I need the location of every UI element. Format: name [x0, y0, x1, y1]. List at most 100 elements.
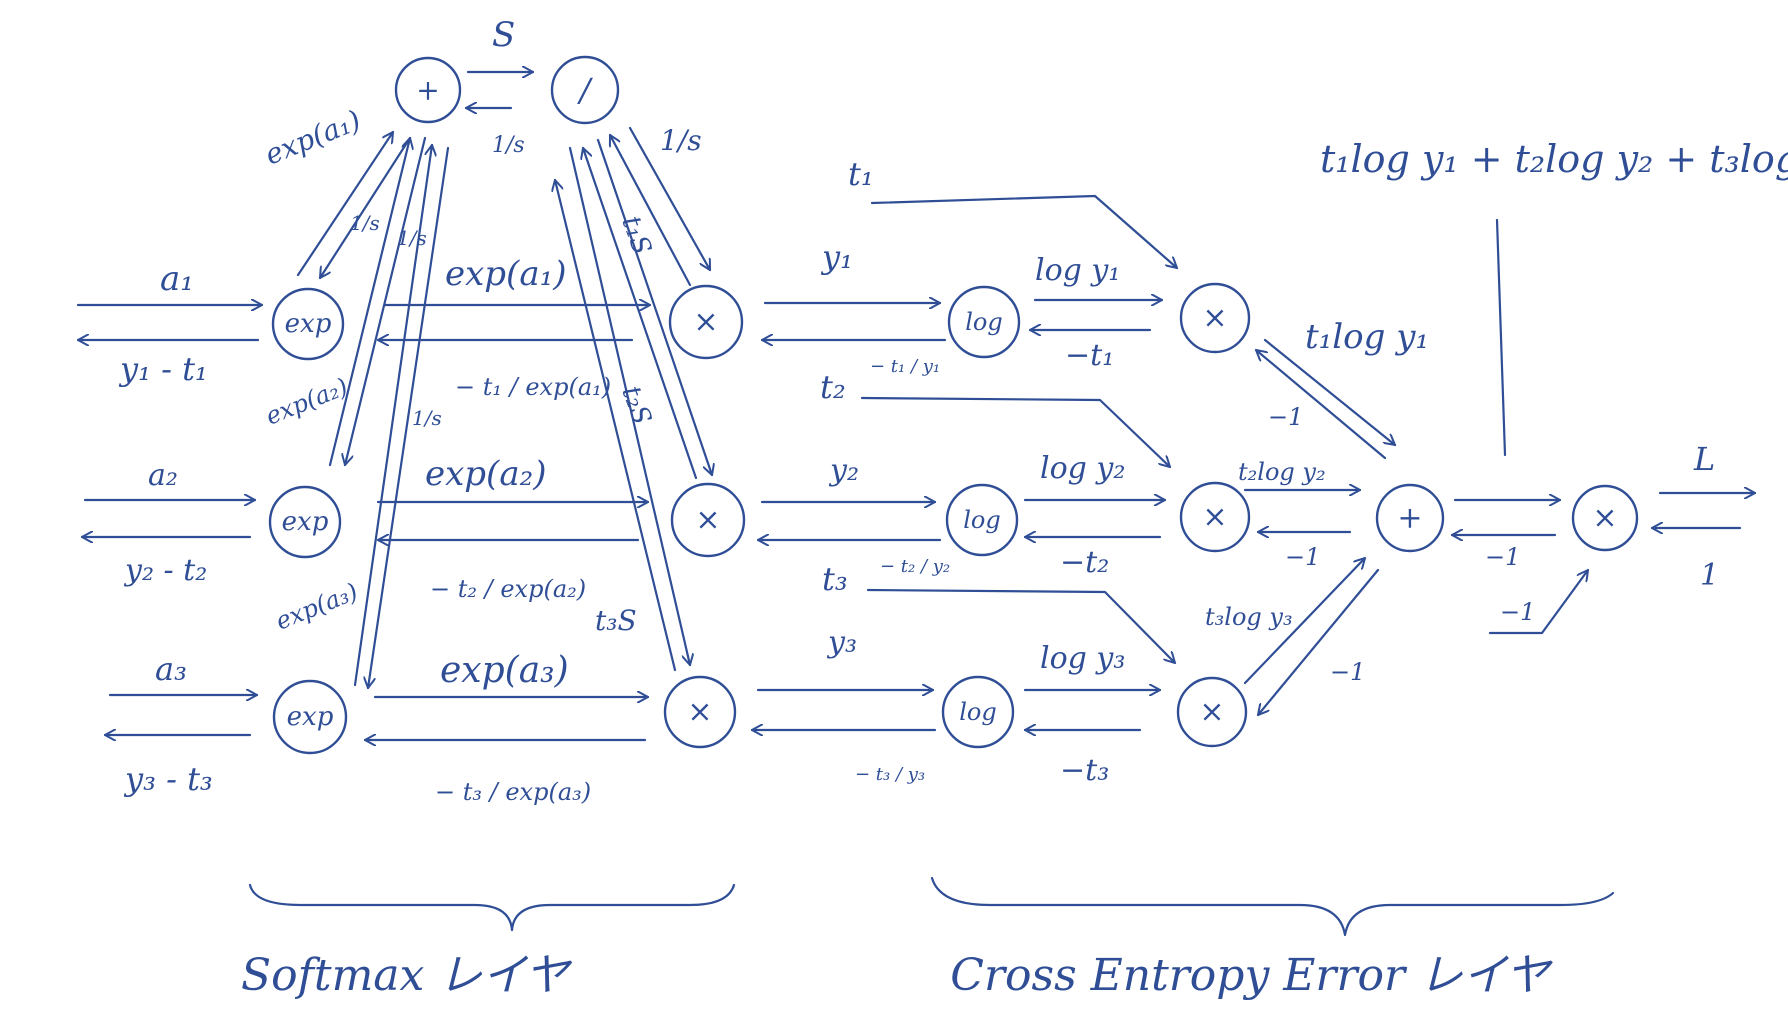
- label-sum-expr: t₁log y₁ + t₂log y₂ + t₃log y₃: [1320, 137, 1788, 181]
- label-inv-s-2: 1/s: [397, 226, 427, 250]
- svg-text:exp: exp: [287, 702, 334, 732]
- label-exp-a2: exp(a₂): [425, 454, 547, 494]
- label-neg1-d: −1: [1485, 543, 1520, 571]
- label-L: L: [1693, 440, 1715, 478]
- edge-plus-back-exp1: [320, 136, 412, 278]
- label-y1-t1: y₁ - t₁: [118, 350, 208, 388]
- svg-text:×: ×: [693, 305, 718, 340]
- brace-cross-entropy: [930, 876, 1615, 937]
- label-S: S: [492, 15, 515, 55]
- edge-exp1-up: [296, 132, 393, 277]
- svg-text:×: ×: [687, 695, 712, 730]
- label-t1: t₁: [848, 155, 874, 193]
- svg-text:log: log: [965, 308, 1003, 336]
- label-neg1-b: −1: [1285, 543, 1320, 571]
- edge-mul3-back-div: [555, 180, 677, 672]
- edge-sum-back-mulce1: [1256, 350, 1387, 460]
- edge-div-to-mul3: [568, 146, 690, 665]
- svg-text:×: ×: [1199, 695, 1224, 730]
- node-log2: log: [945, 483, 1019, 557]
- label-t1logy1: t₁log y₁: [1305, 317, 1429, 357]
- edge-plus-back-exp3: [368, 146, 450, 688]
- label-neg1-c: −1: [1330, 658, 1365, 686]
- edge-mul2-back-div: [583, 148, 698, 480]
- label-t3S: t₃S: [595, 604, 637, 637]
- node-sum: +: [1375, 483, 1445, 553]
- edge-t3: [866, 588, 1175, 663]
- edge-t2: [860, 396, 1170, 467]
- node-log3: log: [941, 675, 1015, 749]
- node-div-top: /: [550, 55, 620, 125]
- nodes: + / exp exp exp × × × log log log × × × …: [268, 55, 1639, 755]
- section-softmax-label: Softmax レイヤ: [241, 950, 573, 1001]
- node-exp3: exp: [272, 679, 348, 755]
- edge-div-to-mul2: [596, 138, 712, 475]
- svg-text:exp: exp: [285, 309, 332, 339]
- edge-mulce1-sum: [1263, 338, 1395, 445]
- svg-text:×: ×: [695, 503, 720, 538]
- label-t2: t₂: [820, 368, 846, 406]
- edge-mul1-back-div: [610, 135, 692, 287]
- labels: S 1/s 1/s exp(a₁) exp(a₂) exp(a₃) 1/s 1/…: [118, 15, 1788, 806]
- label-y2-t2: y₂ - t₂: [123, 553, 207, 588]
- node-exp1: exp: [271, 287, 345, 361]
- node-mulce1: ×: [1179, 282, 1251, 354]
- svg-text:×: ×: [1202, 500, 1227, 535]
- edge-exp3-up: [353, 145, 432, 687]
- label-one: 1: [1700, 558, 1719, 593]
- label-t2S: t₂S: [615, 382, 656, 429]
- label-neg-t3: −t₃: [1060, 753, 1109, 788]
- label-a1: a₁: [160, 259, 194, 299]
- edge-div-to-mul1: [628, 126, 712, 270]
- svg-text:/: /: [577, 71, 594, 109]
- label-y2: y₂: [828, 453, 859, 488]
- edges: [76, 72, 1757, 740]
- brace-softmax: [248, 883, 736, 932]
- label-a3: a₃: [155, 650, 187, 688]
- label-neg-t3-y3: − t₃ / y₃: [855, 764, 925, 785]
- label-logy3: log y₃: [1040, 641, 1125, 676]
- node-mulce2: ×: [1179, 481, 1251, 553]
- label-inv-s-right: 1/s: [660, 124, 702, 157]
- svg-text:exp: exp: [282, 507, 329, 537]
- node-mul3: ×: [663, 675, 737, 749]
- label-exp-a2-up: exp(a₂): [262, 372, 352, 430]
- label-t3logy3: t₃log y₃: [1205, 603, 1293, 631]
- label-a2: a₂: [148, 458, 178, 493]
- label-neg-t2-y2: − t₂ / y₂: [880, 556, 950, 577]
- node-log1: log: [947, 285, 1021, 359]
- edge-exp2-up: [328, 138, 410, 467]
- svg-text:log: log: [959, 698, 997, 726]
- label-y3: y₃: [826, 625, 857, 660]
- node-mul2: ×: [670, 482, 746, 558]
- label-exp-a3-up: exp(a₃): [272, 577, 362, 635]
- label-t1S: t₁S: [615, 212, 656, 259]
- label-neg-t2: −t₂: [1060, 545, 1109, 580]
- label-exp-a1: exp(a₁): [445, 254, 567, 294]
- label-exp-a1-up: exp(a₁): [260, 103, 365, 171]
- edge-expr-to-sum: [1495, 218, 1507, 457]
- node-exp2: exp: [268, 485, 342, 559]
- svg-text:+: +: [1397, 501, 1422, 536]
- label-neg1-e: −1: [1500, 598, 1535, 626]
- label-back3: − t₃ / exp(a₃): [435, 778, 591, 806]
- edge-neg1-to-final: [1488, 570, 1588, 635]
- label-back2: − t₂ / exp(a₂): [430, 575, 586, 603]
- label-neg-t1-y1: − t₁ / y₁: [870, 356, 940, 377]
- label-inv-s-3: 1/s: [412, 406, 442, 430]
- node-mulce3: ×: [1176, 676, 1248, 748]
- label-inv-s-1: 1/s: [350, 211, 380, 235]
- svg-text:×: ×: [1592, 501, 1617, 536]
- svg-text:log: log: [963, 506, 1001, 534]
- section-cross-entropy-label: Cross Entropy Error レイヤ: [950, 950, 1553, 1001]
- node-final: ×: [1571, 484, 1639, 552]
- edge-mulce3-sum: [1243, 558, 1365, 685]
- node-mul1: ×: [668, 284, 744, 360]
- edge-t1: [870, 194, 1177, 268]
- label-logy1: log y₁: [1035, 253, 1120, 288]
- label-exp-a3: exp(a₃): [440, 650, 569, 691]
- label-logy2: log y₂: [1040, 451, 1125, 486]
- edge-sum-back-mulce3: [1258, 568, 1380, 715]
- edge-plus-back-exp2: [345, 136, 427, 465]
